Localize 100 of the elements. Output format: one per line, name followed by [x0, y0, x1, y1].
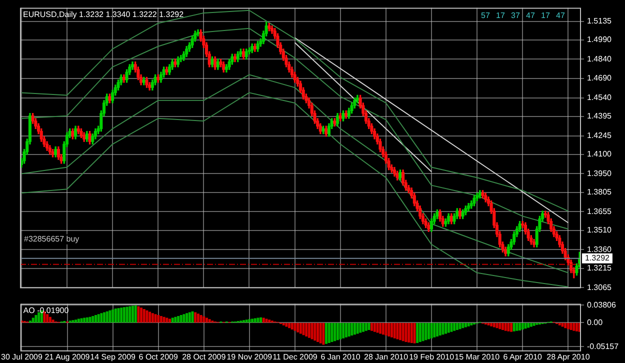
bar	[572, 322, 576, 331]
bar	[325, 322, 328, 344]
bar	[128, 306, 132, 323]
bar	[490, 322, 493, 326]
bar	[364, 322, 368, 331]
bar	[200, 315, 202, 323]
bar	[194, 312, 197, 323]
bar	[268, 320, 271, 323]
bar	[336, 322, 339, 340]
bar	[433, 322, 436, 338]
bar	[370, 322, 374, 331]
bar	[182, 314, 186, 323]
bar	[518, 322, 522, 330]
y-tick-label: 0.00	[587, 318, 604, 327]
bar	[186, 313, 188, 323]
bar	[92, 316, 94, 323]
bar	[516, 322, 518, 331]
bar	[140, 308, 142, 323]
bar	[507, 322, 510, 332]
bar	[464, 322, 467, 328]
y-tick-label: 1.3215	[587, 263, 612, 272]
bar	[208, 319, 211, 323]
bar	[496, 322, 498, 328]
bar	[330, 322, 334, 342]
y-tick-label: 1.3360	[587, 244, 612, 254]
bar	[254, 318, 256, 323]
bar	[146, 310, 148, 323]
bar	[251, 318, 254, 323]
bar	[288, 322, 290, 328]
bar	[114, 308, 117, 323]
bar	[328, 322, 330, 343]
bar	[354, 322, 356, 335]
bar	[453, 322, 456, 331]
bar	[576, 322, 578, 332]
bar	[262, 318, 265, 323]
y-tick-label: 1.4245	[587, 130, 612, 140]
bar	[248, 319, 251, 323]
x-tick-label: 19 Feb 2010	[409, 352, 455, 362]
x-tick-label: 6 Apr 2010	[503, 352, 543, 362]
bar	[350, 322, 354, 336]
bar	[100, 313, 103, 323]
bar	[458, 322, 462, 330]
y-tick-label: 1.4990	[587, 35, 612, 44]
bar	[38, 312, 40, 323]
bar	[566, 322, 570, 330]
y-tick-label: 0.03806	[587, 300, 616, 310]
bar	[188, 312, 191, 323]
bar	[285, 322, 288, 327]
bar	[396, 322, 399, 340]
bar	[148, 312, 152, 323]
bar	[390, 322, 393, 338]
bar	[530, 322, 532, 327]
bar	[142, 309, 146, 323]
bar	[416, 322, 419, 343]
bar	[294, 322, 296, 331]
bar	[196, 314, 200, 323]
bar	[310, 322, 314, 340]
y-tick-label: -0.05157	[587, 342, 620, 351]
bar	[32, 318, 34, 323]
bar	[256, 318, 260, 323]
x-tick-label: 14 Sep 2009	[90, 352, 136, 362]
bar	[342, 322, 345, 338]
bar	[359, 322, 362, 333]
bar	[174, 316, 177, 323]
bar	[521, 322, 524, 330]
y-tick-label: 1.4840	[587, 54, 612, 64]
bar	[260, 317, 262, 323]
x-tick-label: 6 Jan 2010	[320, 352, 361, 362]
bar	[160, 316, 162, 323]
bar	[52, 320, 54, 323]
bar	[436, 322, 438, 336]
x-tick-label: 28 Oct 2009	[182, 352, 226, 362]
bar	[470, 322, 473, 326]
x-tick-label: 28 Apr 2010	[546, 352, 590, 362]
bar	[410, 322, 413, 343]
bar	[393, 322, 396, 338]
ref-line-label: #32856657 buy	[24, 234, 80, 244]
bar	[83, 318, 86, 323]
y-tick-label: 1.3805	[587, 188, 612, 197]
bar	[97, 314, 100, 323]
bar	[168, 318, 171, 323]
bar	[103, 312, 106, 323]
x-tick-label: 6 Oct 2009	[138, 352, 178, 362]
bar	[282, 322, 285, 326]
bar	[424, 322, 428, 340]
bar	[202, 316, 206, 323]
bar	[388, 322, 390, 336]
bar	[296, 322, 300, 332]
bar	[368, 322, 370, 330]
bar	[314, 322, 316, 341]
bar	[348, 322, 350, 336]
bar	[422, 322, 424, 342]
bar	[94, 315, 97, 323]
bar	[418, 322, 422, 342]
bar	[305, 322, 308, 336]
annotation: 17	[496, 11, 506, 20]
bar	[72, 320, 74, 323]
annotation: 17	[541, 11, 550, 20]
bar	[48, 316, 52, 323]
bar	[308, 322, 310, 338]
